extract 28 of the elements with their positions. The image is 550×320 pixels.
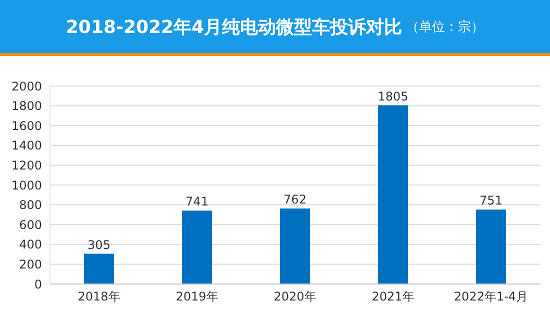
bar [476,210,506,284]
y-tick-label: 1800 [11,99,42,114]
data-label: 741 [186,194,208,209]
y-tick-label: 1000 [11,178,42,192]
data-label: 762 [284,192,306,207]
y-tick-label: 800 [19,198,42,212]
y-tick-label: 1400 [11,138,42,153]
chart-title: 2018-2022年4月纯电动微型车投诉对比 [66,16,402,38]
bar [84,254,114,284]
y-tick-label: 1200 [11,158,42,172]
y-tick-label: 0 [34,277,42,292]
bar [378,105,408,284]
data-label: 1805 [378,89,408,104]
y-tick-label: 600 [19,218,42,232]
x-tick-label: 2021年 [372,290,414,304]
y-tick-label: 400 [19,238,42,252]
y-tick-label: 2000 [11,79,42,94]
x-tick-label: 2019年 [176,290,218,304]
data-label: 305 [88,238,110,252]
data-label: 751 [480,194,502,208]
x-tick-label: 2022年1-4月 [454,290,528,304]
y-tick-label: 1600 [11,118,42,133]
x-tick-label: 2020年 [274,290,316,304]
bar [280,208,310,284]
y-tick-label: 200 [19,257,42,272]
bar [182,210,212,284]
chart-subtitle: （单位：宗） [406,18,484,36]
x-tick-label: 2018年 [78,290,120,304]
